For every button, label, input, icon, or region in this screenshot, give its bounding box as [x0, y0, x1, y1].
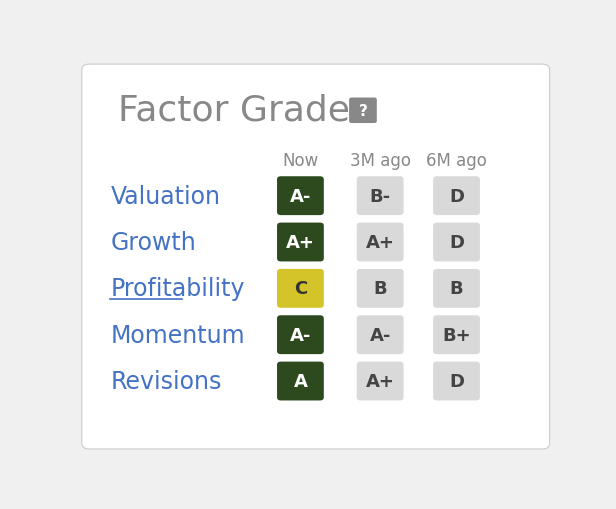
FancyBboxPatch shape: [82, 65, 549, 449]
Text: B+: B+: [442, 326, 471, 344]
Text: D: D: [449, 187, 464, 205]
Text: Factor Grades: Factor Grades: [118, 93, 368, 127]
Text: 6M ago: 6M ago: [426, 152, 487, 170]
Text: A-: A-: [290, 187, 311, 205]
FancyBboxPatch shape: [433, 269, 480, 308]
FancyBboxPatch shape: [433, 362, 480, 401]
Text: A+: A+: [366, 372, 395, 390]
Text: B-: B-: [370, 187, 391, 205]
FancyBboxPatch shape: [357, 177, 403, 216]
FancyBboxPatch shape: [277, 316, 324, 354]
FancyBboxPatch shape: [357, 316, 403, 354]
Text: A: A: [293, 372, 307, 390]
FancyBboxPatch shape: [349, 98, 377, 124]
Text: A+: A+: [286, 234, 315, 251]
Text: A-: A-: [290, 326, 311, 344]
Text: B: B: [373, 280, 387, 298]
Text: A-: A-: [370, 326, 391, 344]
Text: D: D: [449, 372, 464, 390]
Text: Momentum: Momentum: [110, 323, 245, 347]
FancyBboxPatch shape: [357, 362, 403, 401]
Text: ?: ?: [359, 103, 367, 119]
FancyBboxPatch shape: [357, 223, 403, 262]
Text: B: B: [450, 280, 463, 298]
FancyBboxPatch shape: [433, 316, 480, 354]
Text: D: D: [449, 234, 464, 251]
Text: Profitability: Profitability: [110, 277, 245, 301]
Text: C: C: [294, 280, 307, 298]
Text: Valuation: Valuation: [110, 184, 221, 208]
Text: Growth: Growth: [110, 231, 196, 254]
FancyBboxPatch shape: [277, 269, 324, 308]
FancyBboxPatch shape: [277, 362, 324, 401]
FancyBboxPatch shape: [277, 223, 324, 262]
Text: A+: A+: [366, 234, 395, 251]
Text: Revisions: Revisions: [110, 370, 222, 393]
Text: 3M ago: 3M ago: [350, 152, 411, 170]
FancyBboxPatch shape: [433, 177, 480, 216]
FancyBboxPatch shape: [433, 223, 480, 262]
Text: Now: Now: [282, 152, 318, 170]
FancyBboxPatch shape: [357, 269, 403, 308]
FancyBboxPatch shape: [277, 177, 324, 216]
